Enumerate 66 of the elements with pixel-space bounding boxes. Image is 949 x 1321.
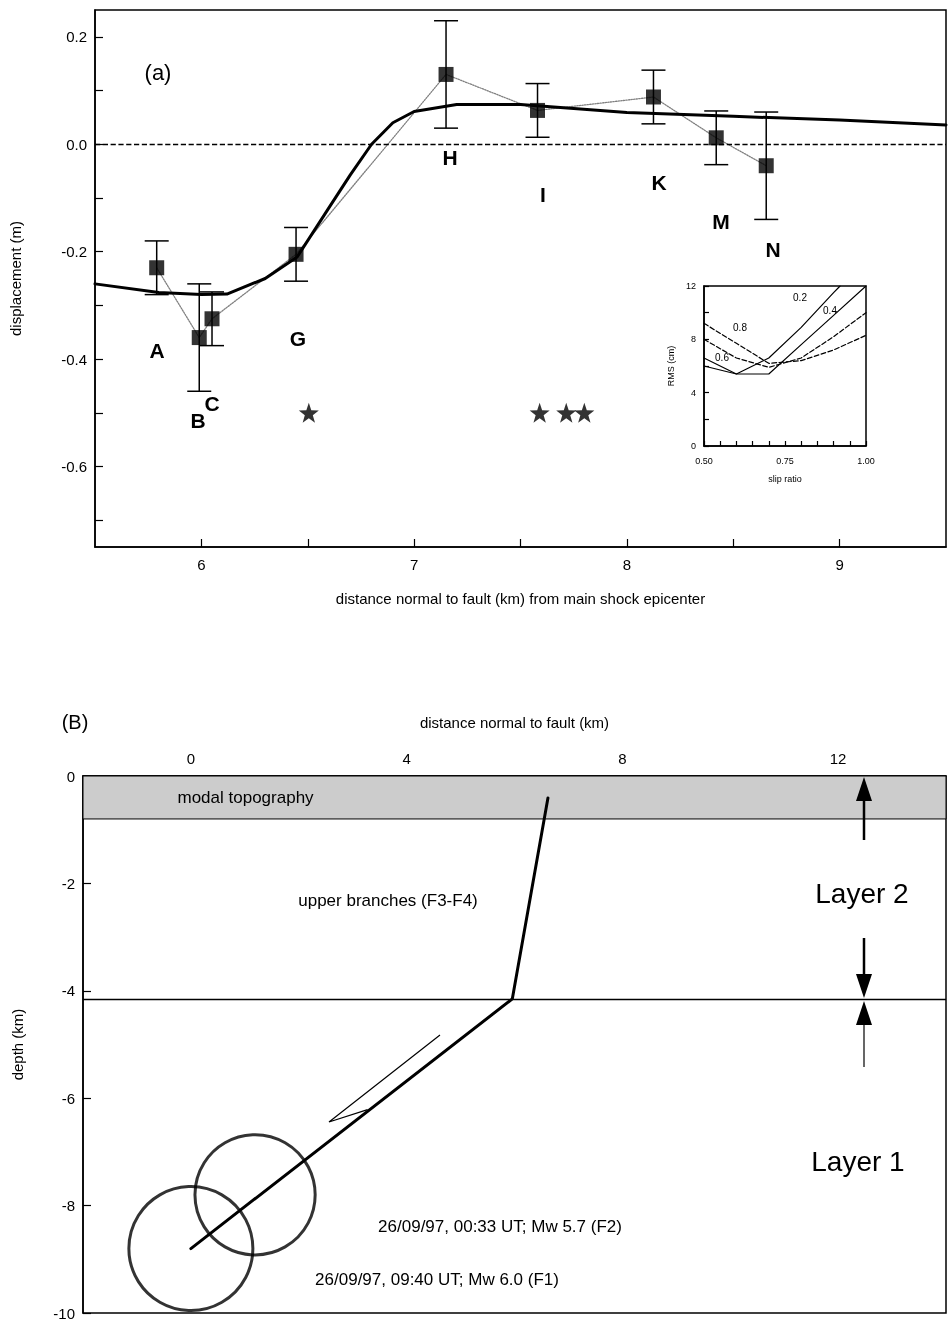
y-tick-label: -0.2	[61, 243, 87, 261]
annotation: (a)	[144, 59, 172, 85]
point	[149, 260, 165, 276]
annotation: A	[149, 338, 165, 362]
x-tick-label: 0.50	[695, 455, 713, 466]
y-tick-label: -0.4	[61, 350, 87, 368]
x-tick-label: 7	[409, 556, 419, 573]
annotation: G	[289, 326, 307, 350]
y-axis-title: depth (km)	[9, 1008, 26, 1081]
annotation: Layer 2	[815, 877, 909, 909]
point	[556, 402, 577, 423]
annotation: M	[712, 209, 730, 233]
annotation: C	[204, 391, 220, 415]
y-tick-label: 0.2	[66, 28, 87, 46]
annotation: K	[651, 170, 667, 194]
y-tick-label: -6	[61, 1089, 75, 1107]
y-tick-label: -10	[53, 1304, 75, 1321]
annotation: 0.4	[823, 304, 838, 316]
annotation: B	[190, 408, 206, 432]
band-label: modal topography	[177, 787, 315, 807]
text: (B)	[61, 711, 89, 733]
point	[530, 102, 546, 118]
x-tick-label: 9	[835, 556, 844, 573]
y-tick-label: 8	[690, 334, 696, 345]
y-tick-label: -2	[61, 874, 75, 892]
x-axis-title: distance normal to fault (km)	[419, 714, 610, 731]
point	[529, 402, 550, 423]
y-tick-label: -0.6	[61, 457, 87, 475]
annotation: I	[540, 182, 546, 206]
point	[645, 89, 661, 105]
x-tick-label: 0.75	[776, 455, 794, 466]
y-axis-title: displacement (m)	[7, 220, 24, 337]
point	[758, 158, 774, 174]
y-tick-label: 0	[66, 767, 75, 785]
x-axis-title: slip ratio	[768, 473, 802, 484]
y-axis-title: RMS (cm)	[665, 345, 676, 387]
annotation: 0.2	[793, 291, 808, 303]
x-tick-label: 8	[622, 556, 632, 573]
x-axis-title: distance normal to fault (km) from main shock epicenter	[335, 590, 706, 607]
x-tick-label: 4	[402, 750, 411, 767]
y-tick-label: -8	[61, 1197, 75, 1215]
point	[708, 130, 724, 146]
y-tick-label: 0.0	[66, 135, 87, 153]
annotation: 0.8	[733, 321, 748, 333]
point	[191, 330, 207, 346]
annotation: Layer 1	[811, 1145, 905, 1177]
annotation: 26/09/97, 09:40 UT; Mw 6.0 (F1)	[315, 1269, 559, 1289]
annotation: 26/09/97, 00:33 UT; Mw 5.7 (F2)	[378, 1216, 622, 1236]
x-tick-label: 6	[197, 556, 206, 573]
annotation: H	[442, 145, 458, 169]
point	[288, 246, 304, 262]
annotation: 0.6	[715, 351, 730, 363]
point	[204, 311, 220, 327]
x-tick-label: 12	[829, 750, 847, 767]
y-tick-label: 4	[690, 387, 696, 398]
y-tick-label: -4	[61, 982, 75, 1000]
x-tick-label: 0	[186, 750, 196, 767]
point	[438, 66, 454, 82]
annotation: upper branches (F3-F4)	[298, 890, 478, 910]
x-tick-label: 8	[618, 750, 627, 767]
y-tick-label: 12	[685, 281, 696, 291]
point	[298, 402, 319, 423]
y-tick-label: 0	[690, 441, 696, 451]
point	[574, 402, 595, 423]
annotation: N	[765, 237, 781, 261]
x-tick-label: 1.00	[857, 455, 875, 466]
